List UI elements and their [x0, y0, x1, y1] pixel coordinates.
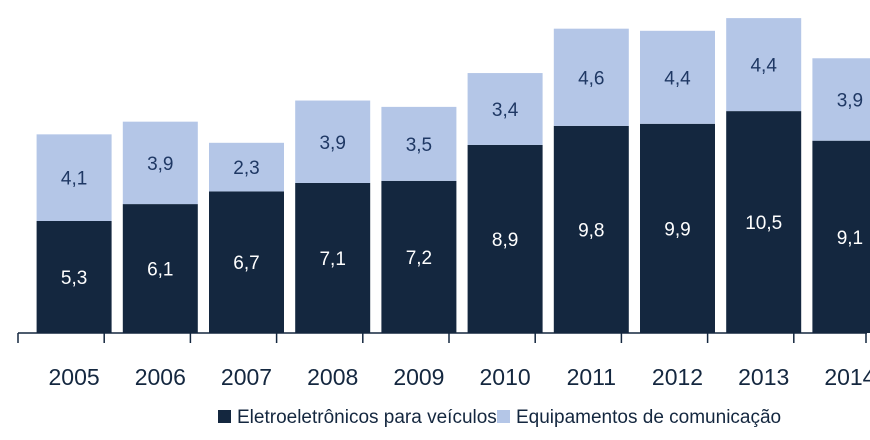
value-label: 3,9	[837, 90, 863, 111]
value-label: 9,8	[578, 220, 604, 241]
bar-segment	[381, 106, 457, 181]
x-tick-label: 2014	[824, 364, 870, 390]
value-label: 6,1	[147, 260, 173, 281]
value-label: 4,4	[664, 68, 691, 89]
bar-segment	[812, 140, 870, 333]
value-label: 8,9	[492, 230, 518, 251]
bar-segment	[640, 123, 715, 333]
bar-segment	[36, 220, 112, 333]
value-label: 10,5	[745, 213, 782, 234]
value-label: 9,1	[837, 228, 863, 249]
bar-segment	[726, 111, 802, 333]
bar-segment	[381, 180, 457, 333]
x-tick-label: 2007	[221, 364, 272, 390]
value-label: 4,4	[750, 56, 777, 77]
value-label: 3,5	[406, 135, 432, 156]
value-label: 9,9	[664, 219, 690, 240]
bar-segment	[726, 18, 802, 112]
value-label: 4,6	[578, 68, 604, 89]
bar-segment	[640, 30, 715, 124]
bar-segment	[209, 191, 284, 333]
legend-swatch	[497, 410, 510, 423]
legend-label: Eletroeletrônicos para veículos	[237, 407, 497, 428]
bar-segment	[122, 204, 198, 333]
bar-segment	[467, 144, 543, 333]
bar-segment	[295, 100, 371, 183]
legend-swatch	[218, 410, 231, 423]
value-label: 6,7	[233, 253, 259, 274]
x-tick-label: 2006	[135, 364, 186, 390]
x-tick-label: 2010	[480, 364, 531, 390]
value-label: 3,9	[147, 154, 173, 175]
bar-segment	[553, 125, 629, 333]
bar-segment	[209, 142, 284, 192]
bar-segment	[812, 58, 870, 141]
value-label: 2,3	[233, 158, 259, 179]
bar-segment	[553, 28, 629, 126]
value-label: 4,1	[61, 169, 87, 190]
bar-segment	[295, 182, 371, 333]
x-tick-label: 2008	[307, 364, 358, 390]
x-tick-label: 2011	[567, 364, 616, 390]
x-tick-label: 2005	[49, 364, 100, 390]
x-tick-label: 2012	[652, 364, 703, 390]
x-tick-label: 2009	[393, 364, 444, 390]
bar-segment	[467, 73, 543, 145]
value-label: 5,3	[61, 268, 87, 289]
value-label: 3,4	[492, 100, 519, 121]
legend-label: Equipamentos de comunicação	[516, 407, 781, 428]
value-label: 7,1	[319, 249, 345, 270]
value-label: 3,9	[319, 133, 345, 154]
bar-segment	[122, 121, 198, 205]
x-tick-label: 2013	[738, 364, 789, 390]
value-label: 7,2	[406, 248, 432, 269]
bar-segment	[36, 134, 112, 221]
